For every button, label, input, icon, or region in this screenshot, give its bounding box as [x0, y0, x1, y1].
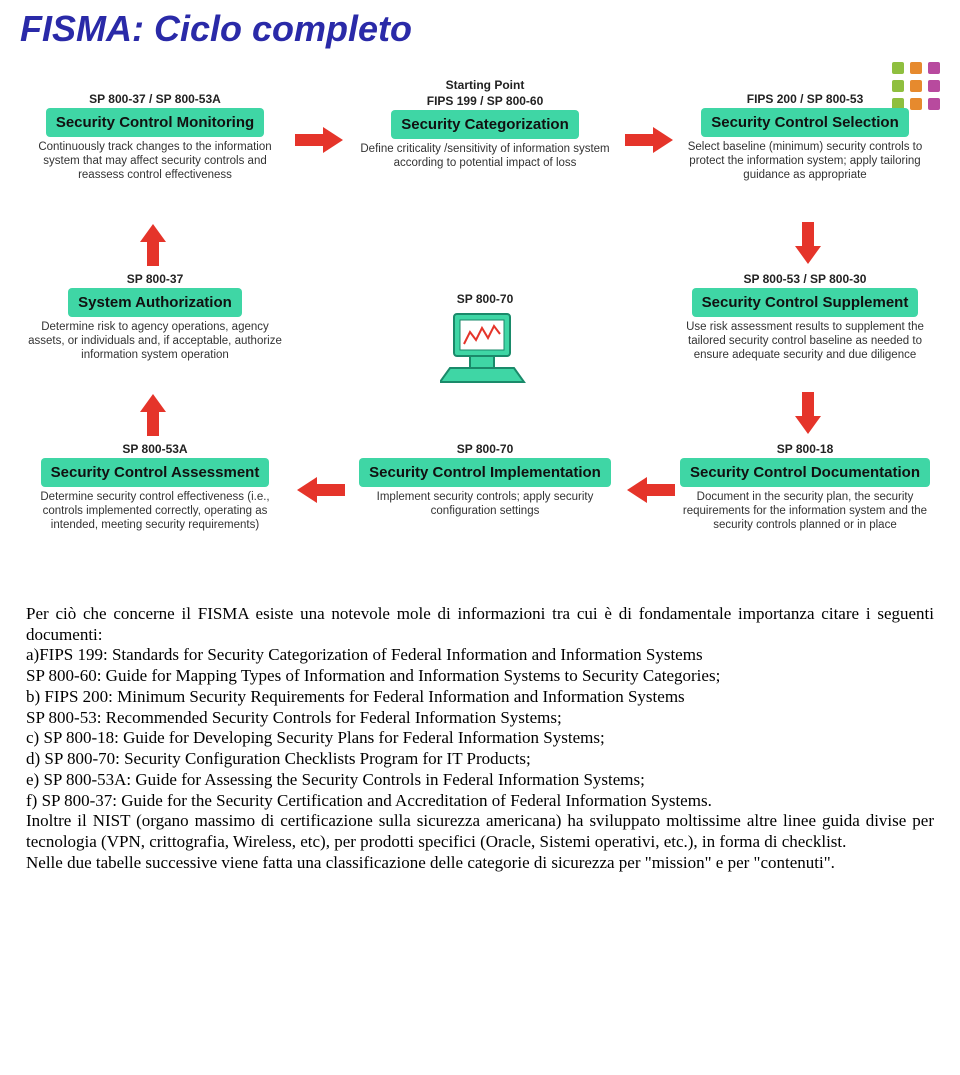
start-label: Starting Point	[350, 78, 620, 92]
paragraph: f) SP 800-37: Guide for the Security Cer…	[26, 791, 934, 812]
node-title: Security Control Supplement	[692, 288, 919, 317]
computer-sp-label: SP 800-70	[430, 292, 540, 306]
arrow-icon	[795, 392, 821, 436]
node-supplement: SP 800-53 / SP 800-30 Security Control S…	[670, 272, 940, 363]
paragraph: SP 800-53: Recommended Security Controls…	[26, 708, 934, 729]
node-desc: Use risk assessment results to supplemen…	[670, 321, 940, 362]
node-sp-label: SP 800-53 / SP 800-30	[670, 272, 940, 286]
node-desc: Continuously track changes to the inform…	[20, 141, 290, 182]
node-desc: Implement security controls; apply secur…	[350, 491, 620, 519]
paragraph: e) SP 800-53A: Guide for Assessing the S…	[26, 770, 934, 791]
node-title: Security Control Selection	[701, 108, 909, 137]
article-body: Per ciò che concerne il FISMA esiste una…	[0, 590, 960, 882]
node-sp-label: SP 800-53A	[20, 442, 290, 456]
arrow-icon	[625, 127, 675, 153]
paragraph: a)FIPS 199: Standards for Security Categ…	[26, 645, 934, 666]
node-sp-label: SP 800-37	[20, 272, 290, 286]
arrow-icon	[795, 222, 821, 266]
node-sp-label: SP 800-70	[350, 442, 620, 456]
slide-title: FISMA: Ciclo completo	[20, 8, 940, 50]
node-desc: Determine security control effectiveness…	[20, 491, 290, 532]
node-monitoring: SP 800-37 / SP 800-53A Security Control …	[20, 92, 290, 183]
node-documentation: SP 800-18 Security Control Documentation…	[670, 442, 940, 533]
node-assessment: SP 800-53A Security Control Assessment D…	[20, 442, 290, 533]
node-desc: Define criticality /sensitivity of infor…	[350, 143, 620, 171]
fisma-slide: FISMA: Ciclo completo SP 800-37 / SP 800…	[0, 0, 960, 590]
paragraph: Inoltre il NIST (organo massimo di certi…	[26, 811, 934, 852]
arrow-icon	[295, 477, 345, 503]
arrow-icon	[625, 477, 675, 503]
paragraph: SP 800-60: Guide for Mapping Types of In…	[26, 666, 934, 687]
node-implementation: SP 800-70 Security Control Implementatio…	[350, 442, 620, 519]
node-sp-label: SP 800-37 / SP 800-53A	[20, 92, 290, 106]
paragraph: b) FIPS 200: Minimum Security Requiremen…	[26, 687, 934, 708]
node-title: Security Control Documentation	[680, 458, 930, 487]
node-sp-label: SP 800-18	[670, 442, 940, 456]
node-authorization: SP 800-37 System Authorization Determine…	[20, 272, 290, 363]
paragraph: Nelle due tabelle successive viene fatta…	[26, 853, 934, 874]
node-title: Security Control Assessment	[41, 458, 270, 487]
arrow-icon	[140, 392, 166, 436]
node-sp-label: FIPS 200 / SP 800-53	[670, 92, 940, 106]
paragraph: Per ciò che concerne il FISMA esiste una…	[26, 604, 934, 645]
node-desc: Select baseline (minimum) security contr…	[670, 141, 940, 182]
node-title: Security Control Monitoring	[46, 108, 264, 137]
node-title: Security Control Implementation	[359, 458, 611, 487]
node-desc: Determine risk to agency operations, age…	[20, 321, 290, 362]
node-title: System Authorization	[68, 288, 242, 317]
node-sp-label: FIPS 199 / SP 800-60	[350, 94, 620, 108]
paragraph: c) SP 800-18: Guide for Developing Secur…	[26, 728, 934, 749]
node-desc: Document in the security plan, the secur…	[670, 491, 940, 532]
paragraph: d) SP 800-70: Security Configuration Che…	[26, 749, 934, 770]
arrow-icon	[140, 222, 166, 266]
node-selection: FIPS 200 / SP 800-53 Security Control Se…	[670, 92, 940, 183]
computer-icon: SP 800-70	[430, 292, 540, 388]
arrow-icon	[295, 127, 345, 153]
fisma-cycle-diagram: SP 800-37 / SP 800-53A Security Control …	[20, 62, 940, 570]
node-title: Security Categorization	[391, 110, 579, 139]
node-categorization: Starting Point FIPS 199 / SP 800-60 Secu…	[350, 78, 620, 171]
